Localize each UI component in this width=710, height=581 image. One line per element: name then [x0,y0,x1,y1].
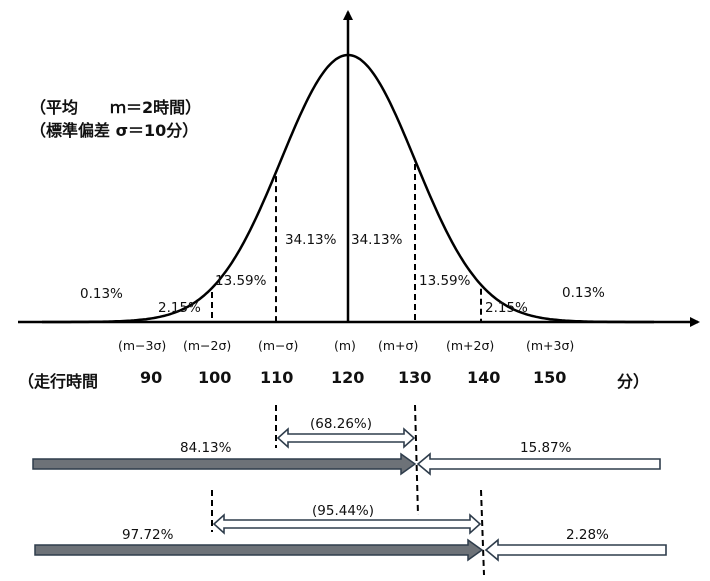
sigma-dividers [147,164,541,323]
time-value-140: 140 [467,368,501,387]
region-label-0-1sd-left: 34.13% [285,232,337,248]
sd-note: （標準偏差 σ＝10分） [30,121,199,140]
time-value-150: 150 [533,368,567,387]
time-row-prefix: （走行時間 [18,372,99,391]
time-value-110: 110 [260,368,294,387]
region-label-0-1sd-right: 34.13% [351,232,403,248]
interval-1-span-label: (68.26%) [310,416,373,432]
bell-curve [42,53,654,324]
interval-2-right-label: 2.28% [566,527,609,543]
interval-1-left-label: 84.13% [180,440,232,456]
interval-2-right-arrow [484,538,667,562]
region-label-tail-right: 0.13% [562,285,605,301]
sigma-label-m+1s: (m+σ) [378,338,419,353]
time-value-90: 90 [140,368,163,387]
region-label-1sd-2sd-right: 13.59% [419,273,471,289]
time-value-120: 120 [331,368,365,387]
interval-1-span-arrow [276,427,416,449]
time-value-130: 130 [398,368,432,387]
sigma-label-m+3s: (m+3σ) [526,338,575,353]
interval-2-left-label: 97.72% [122,527,174,543]
interval-1-right-arrow [416,452,661,476]
interval-1-right-label: 15.87% [520,440,572,456]
interval-graphics [32,404,667,576]
interval-2-span-arrow [212,513,482,535]
sigma-label-m: (m) [334,338,356,353]
interval-2-right-boundary [480,489,485,576]
time-unit: 分） [617,372,650,391]
sigma-label-m+2s: (m+2σ) [446,338,495,353]
interval-2-left-bar [34,538,484,562]
region-label-2sd-3sd-left: 2.15% [158,300,201,316]
region-label-tail-left: 0.13% [80,286,123,302]
sigma-label-m-3s: (m−3σ) [118,338,167,353]
interval-1-left-bar [32,452,417,476]
interval-2-span-label: (95.44%) [312,503,375,519]
interval-1-right-boundary [414,404,419,516]
sigma-label-m-2s: (m−2σ) [183,338,232,353]
time-value-100: 100 [198,368,232,387]
mean-note: （平均 ｍ＝2時間） [30,98,202,117]
sigma-label-m-1s: (m−σ) [258,338,299,353]
region-label-2sd-3sd-right: 2.15% [485,300,528,316]
region-label-1sd-2sd-left: 13.59% [215,273,267,289]
